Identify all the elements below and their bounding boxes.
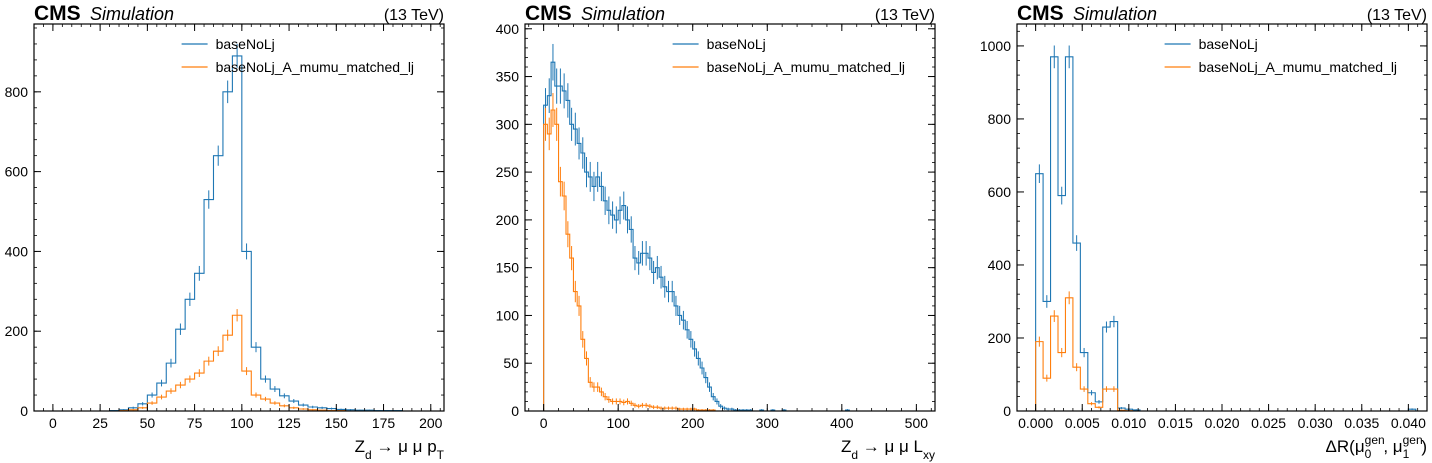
chart-panel-pt: 0 25 50 75 100 125 150 175 200 0 200 400 600 800 CMS Si…: [5, 2, 445, 462]
x-tick-label: 400: [830, 415, 854, 431]
x-tick-label: 150: [325, 415, 349, 431]
chart-panel-deltar: 0.000 0.005 0.010 0.015 0.020 0.025 0.030 0.035…: [980, 2, 1428, 461]
y-tick-label: 800: [5, 84, 29, 100]
x-axis-label: ΔR(μgen 0, μgen 1): [1326, 433, 1427, 461]
simulation-label: Simulation: [90, 4, 174, 24]
x-tick-label: 0.000: [1018, 415, 1053, 431]
x-axis-label: Zd → μ μ pT: [355, 437, 445, 462]
x-tick-label: 100: [607, 415, 631, 431]
x-tick-label: 0.020: [1204, 415, 1239, 431]
cms-label: CMS: [34, 2, 81, 25]
legend-entry: baseNoLj_A_mumu_matched_lj: [707, 59, 905, 75]
y-tick-label: 200: [5, 323, 29, 339]
legend-entry: baseNoLj: [216, 36, 275, 52]
x-tick-label: 0.030: [1298, 415, 1333, 431]
series-line-0: [543, 61, 917, 411]
energy-label: (13 TeV): [875, 7, 935, 24]
legend-entry: baseNoLj: [707, 36, 766, 52]
x-tick-label: 200: [419, 415, 443, 431]
chart-panel-lxy: 0 100 200 300 400 500 0 50 100 150 200 250 300 350 400…: [496, 2, 936, 462]
y-tick-label: 0: [511, 403, 519, 419]
axes-frame: [524, 23, 936, 412]
x-tick-label: 300: [756, 415, 780, 431]
series-line-1: [52, 314, 431, 411]
x-tick-label: 75: [187, 415, 203, 431]
x-tick-label: 0.015: [1158, 415, 1193, 431]
y-tick-label: 0: [1003, 403, 1011, 419]
series-line-0: [1035, 56, 1417, 411]
simulation-label: Simulation: [581, 4, 665, 24]
y-tick-label: 50: [503, 355, 519, 371]
x-tick-label: 200: [681, 415, 705, 431]
energy-label: (13 TeV): [384, 7, 444, 24]
y-tick-label: 800: [988, 111, 1012, 127]
x-tick-label: 0.010: [1111, 415, 1146, 431]
y-tick-label: 350: [496, 69, 520, 85]
y-tick-label: 200: [988, 330, 1012, 346]
y-tick-label: 1000: [980, 38, 1011, 54]
y-tick-label: 400: [496, 21, 520, 37]
energy-label: (13 TeV): [1367, 7, 1427, 24]
legend-entry: baseNoLj_A_mumu_matched_lj: [216, 59, 414, 75]
y-tick-label: 600: [988, 184, 1012, 200]
x-tick-label: 175: [372, 415, 396, 431]
legend-entry: baseNoLj: [1199, 36, 1258, 52]
axes-frame: [33, 23, 445, 412]
x-tick-label: 25: [92, 415, 108, 431]
x-tick-label: 0.025: [1251, 415, 1286, 431]
simulation-label: Simulation: [1073, 4, 1157, 24]
x-tick-label: 125: [277, 415, 301, 431]
y-tick-label: 400: [5, 243, 29, 259]
x-tick-label: 50: [140, 415, 156, 431]
x-tick-label: 0: [540, 415, 548, 431]
plot-area: [543, 43, 917, 411]
y-tick-label: 200: [496, 212, 520, 228]
x-tick-label: 0: [49, 415, 57, 431]
y-tick-label: 400: [988, 257, 1012, 273]
series-line-1: [1035, 297, 1416, 411]
cms-label: CMS: [1017, 2, 1064, 25]
y-tick-label: 0: [20, 403, 28, 419]
series-line-1: [543, 109, 917, 411]
y-tick-label: 250: [496, 164, 520, 180]
y-tick-label: 100: [496, 307, 520, 323]
x-tick-label: 500: [905, 415, 929, 431]
axes-frame: [1016, 23, 1428, 412]
cms-label: CMS: [525, 2, 572, 25]
x-axis-label: Zd → μ μ Lxy: [841, 437, 935, 462]
plot-area: [1035, 45, 1417, 411]
x-tick-label: 0.005: [1065, 415, 1100, 431]
legend-entry: baseNoLj_A_mumu_matched_lj: [1199, 59, 1397, 75]
y-tick-label: 300: [496, 116, 520, 132]
plot-area: [52, 44, 431, 411]
y-tick-label: 150: [496, 260, 520, 276]
y-tick-label: 600: [5, 164, 29, 180]
x-tick-label: 0.035: [1344, 415, 1379, 431]
x-tick-label: 0.040: [1391, 415, 1426, 431]
x-tick-label: 100: [230, 415, 254, 431]
